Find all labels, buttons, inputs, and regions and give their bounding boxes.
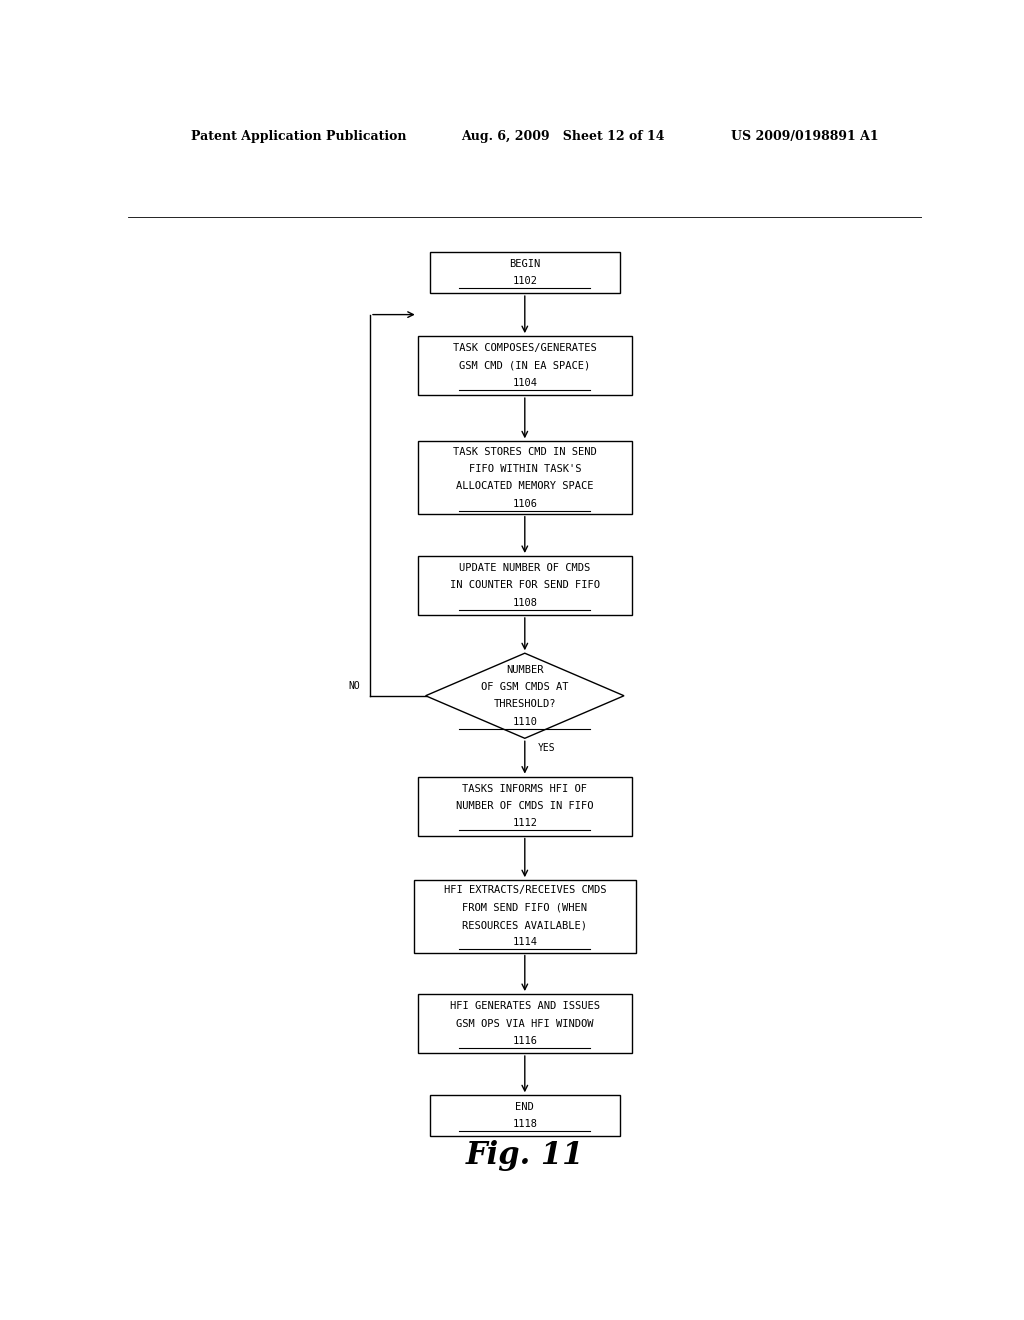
Text: GSM CMD (IN EA SPACE): GSM CMD (IN EA SPACE) bbox=[459, 360, 591, 371]
Text: YES: YES bbox=[538, 743, 555, 752]
Bar bbox=[418, 441, 632, 513]
Text: 1112: 1112 bbox=[512, 818, 538, 829]
Polygon shape bbox=[426, 653, 624, 738]
Text: 1118: 1118 bbox=[512, 1119, 538, 1130]
Text: 1108: 1108 bbox=[512, 598, 538, 607]
Bar bbox=[430, 252, 621, 293]
Bar bbox=[418, 776, 632, 836]
Text: TASKS INFORMS HFI OF: TASKS INFORMS HFI OF bbox=[462, 784, 588, 793]
Text: RESOURCES AVAILABLE): RESOURCES AVAILABLE) bbox=[462, 920, 588, 931]
Text: TASK COMPOSES/GENERATES: TASK COMPOSES/GENERATES bbox=[453, 343, 597, 354]
Text: 1102: 1102 bbox=[512, 276, 538, 286]
Text: Patent Application Publication: Patent Application Publication bbox=[191, 129, 407, 143]
Bar bbox=[418, 556, 632, 615]
Text: Aug. 6, 2009   Sheet 12 of 14: Aug. 6, 2009 Sheet 12 of 14 bbox=[461, 129, 665, 143]
Text: TASK STORES CMD IN SEND: TASK STORES CMD IN SEND bbox=[453, 446, 597, 457]
Text: NO: NO bbox=[349, 681, 360, 692]
Text: 1104: 1104 bbox=[512, 378, 538, 388]
Bar bbox=[430, 1096, 621, 1137]
Text: HFI GENERATES AND ISSUES: HFI GENERATES AND ISSUES bbox=[450, 1001, 600, 1011]
Text: NUMBER OF CMDS IN FIFO: NUMBER OF CMDS IN FIFO bbox=[456, 801, 594, 810]
Bar bbox=[414, 880, 636, 953]
Text: FIFO WITHIN TASK'S: FIFO WITHIN TASK'S bbox=[469, 463, 581, 474]
Text: Fig. 11: Fig. 11 bbox=[466, 1139, 584, 1171]
Bar bbox=[418, 337, 632, 395]
Text: NUMBER: NUMBER bbox=[506, 665, 544, 675]
Text: BEGIN: BEGIN bbox=[509, 259, 541, 269]
Bar bbox=[418, 994, 632, 1053]
Text: ALLOCATED MEMORY SPACE: ALLOCATED MEMORY SPACE bbox=[456, 482, 594, 491]
Text: END: END bbox=[515, 1102, 535, 1111]
Text: 1106: 1106 bbox=[512, 499, 538, 508]
Text: HFI EXTRACTS/RECEIVES CMDS: HFI EXTRACTS/RECEIVES CMDS bbox=[443, 886, 606, 895]
Text: GSM OPS VIA HFI WINDOW: GSM OPS VIA HFI WINDOW bbox=[456, 1019, 594, 1028]
Text: UPDATE NUMBER OF CMDS: UPDATE NUMBER OF CMDS bbox=[459, 564, 591, 573]
Text: US 2009/0198891 A1: US 2009/0198891 A1 bbox=[731, 129, 879, 143]
Text: THRESHOLD?: THRESHOLD? bbox=[494, 700, 556, 709]
Text: 1114: 1114 bbox=[512, 937, 538, 948]
Text: IN COUNTER FOR SEND FIFO: IN COUNTER FOR SEND FIFO bbox=[450, 581, 600, 590]
Text: 1116: 1116 bbox=[512, 1036, 538, 1045]
Text: 1110: 1110 bbox=[512, 717, 538, 727]
Text: OF GSM CMDS AT: OF GSM CMDS AT bbox=[481, 682, 568, 692]
Text: FROM SEND FIFO (WHEN: FROM SEND FIFO (WHEN bbox=[462, 903, 588, 912]
